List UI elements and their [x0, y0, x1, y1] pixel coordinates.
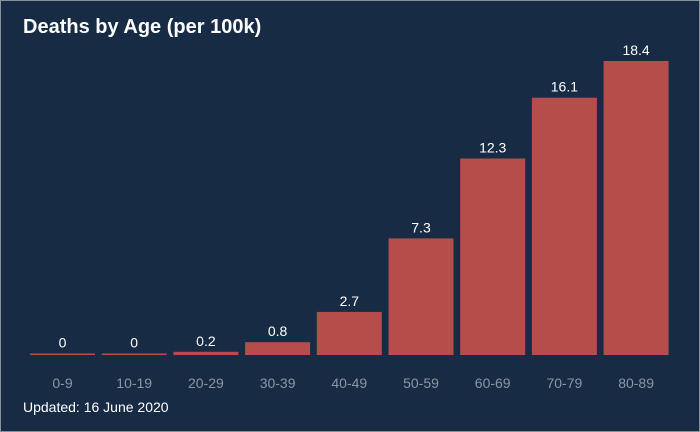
data-label-30-39: 0.8 — [268, 323, 288, 339]
bar-60-69 — [460, 158, 526, 355]
bar-20-29 — [173, 351, 239, 355]
x-tick-label-10-19: 10-19 — [116, 375, 152, 391]
data-label-20-29: 0.2 — [196, 333, 216, 349]
x-tick-label-0-9: 0-9 — [52, 375, 72, 391]
bar-80-89 — [603, 61, 669, 355]
data-label-10-19: 0 — [130, 335, 138, 351]
data-label-50-59: 7.3 — [411, 219, 431, 235]
data-label-40-49: 2.7 — [340, 293, 360, 309]
bar-40-49 — [316, 311, 382, 355]
bar-30-39 — [245, 342, 311, 355]
chart-title: Deaths by Age (per 100k) — [23, 16, 262, 38]
x-tick-label-80-89: 80-89 — [618, 375, 654, 391]
x-tick-label-60-69: 60-69 — [475, 375, 511, 391]
data-label-80-89: 18.4 — [622, 42, 649, 58]
x-tick-label-20-29: 20-29 — [188, 375, 224, 391]
bar-10-19 — [101, 353, 167, 355]
x-tick-label-50-59: 50-59 — [403, 375, 439, 391]
bar-0-9 — [30, 353, 95, 355]
x-tick-label-70-79: 70-79 — [546, 375, 582, 391]
data-label-60-69: 12.3 — [479, 140, 506, 156]
x-tick-label-40-49: 40-49 — [331, 375, 367, 391]
bar-70-79 — [531, 97, 597, 355]
updated-note: Updated: 16 June 2020 — [23, 399, 169, 415]
data-label-0-9: 0 — [59, 335, 67, 351]
x-tick-label-30-39: 30-39 — [260, 375, 296, 391]
bar-50-59 — [388, 238, 454, 355]
data-label-70-79: 16.1 — [551, 79, 578, 95]
